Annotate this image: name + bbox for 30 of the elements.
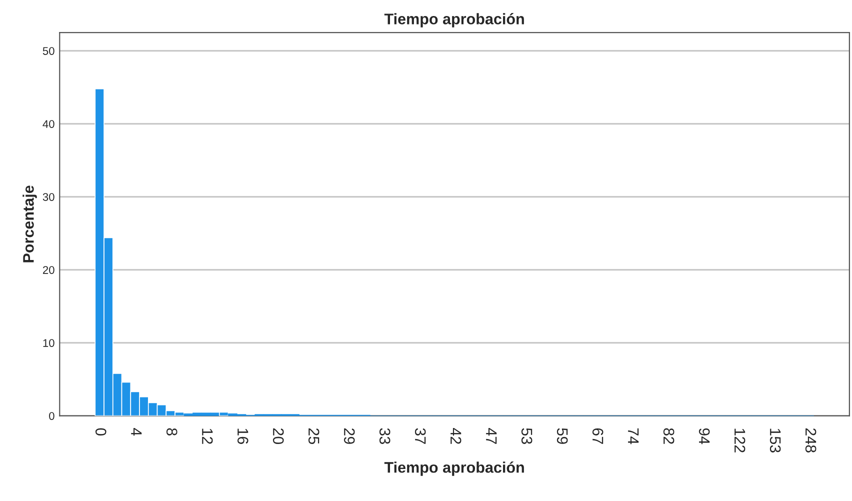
x-tick-label: 59: [556, 428, 568, 444]
x-tick-label: 94: [698, 428, 710, 444]
x-tick-label: 33: [379, 428, 390, 444]
x-tick-label: 153: [770, 428, 781, 452]
x-tick-label: 42: [450, 428, 462, 444]
x-tick-label: 0: [95, 428, 106, 436]
y-tick-label: 50: [42, 47, 54, 55]
x-tick-label: 25: [308, 428, 320, 444]
y-tick-label: 40: [42, 120, 54, 128]
x-tick-label: 16: [237, 428, 248, 444]
x-axis-title: Tiempo aprobación: [384, 461, 524, 476]
y-tick-label: 20: [42, 266, 54, 274]
x-tick-label: 12: [202, 428, 213, 444]
x-tick-label: 4: [131, 428, 142, 436]
y-tick-label: 30: [42, 193, 54, 201]
x-tick-label: 20: [272, 428, 284, 444]
x-tick-label: 8: [166, 428, 178, 436]
x-tick-label: 67: [592, 428, 604, 444]
y-tick-label: 0: [49, 412, 54, 420]
y-axis-title: Porcentaje: [22, 186, 37, 262]
x-tick-label: 82: [663, 428, 674, 444]
x-tick-label: 37: [414, 428, 426, 444]
x-tick-label: 47: [486, 428, 497, 444]
x-tick-label: 74: [628, 428, 639, 444]
x-tick-label: 53: [521, 428, 532, 444]
x-tick-label: 248: [805, 428, 816, 452]
y-tick-label: 10: [43, 339, 54, 347]
chart-title: Tiempo aprobación: [384, 13, 524, 28]
x-tick-label: 29: [344, 428, 355, 444]
x-tick-label: 122: [734, 428, 746, 452]
